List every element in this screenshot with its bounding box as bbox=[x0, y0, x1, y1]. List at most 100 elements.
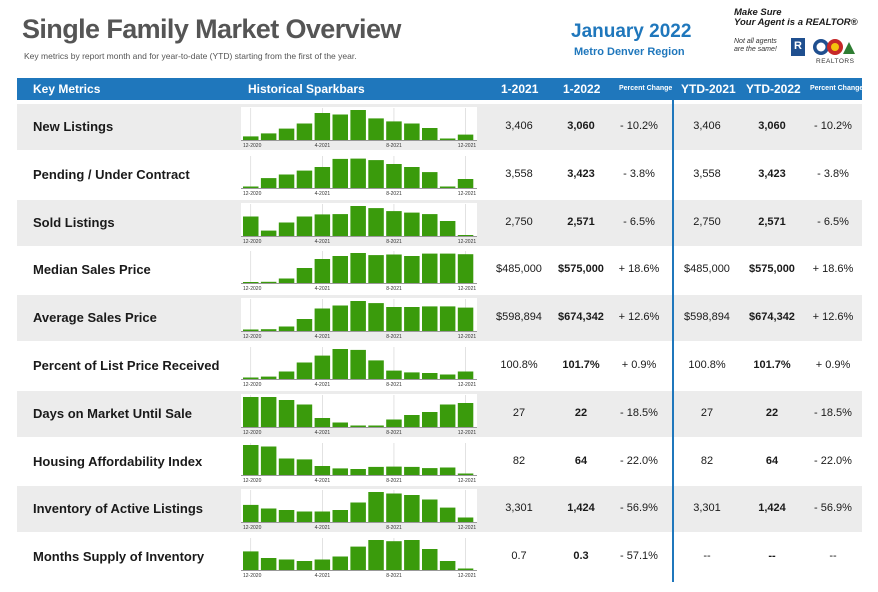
cell-ytdpct: - 18.5% bbox=[814, 406, 852, 419]
sparkbar bbox=[439, 404, 456, 427]
table-row: Inventory of Active Listings 12-2020 4-202… bbox=[17, 486, 862, 533]
cell-ytd2021: 27 bbox=[700, 406, 714, 419]
sparkbar bbox=[260, 396, 277, 427]
sparkbar-tick-label: 12-2021 bbox=[458, 382, 477, 388]
sparkbar-tick-label: 8-2021 bbox=[386, 143, 402, 149]
sparkbar bbox=[243, 329, 259, 332]
metric-name: Median Sales Price bbox=[33, 262, 151, 278]
ytd-divider bbox=[672, 100, 674, 582]
sparkbar-chart: 12-2020 4-2021 8-2021 12-2021 bbox=[241, 107, 477, 149]
cell-m2022: 3,423 bbox=[567, 167, 595, 180]
cell-m2021: 27 bbox=[512, 406, 526, 419]
sparkbar bbox=[332, 422, 348, 427]
sparkbar bbox=[243, 505, 259, 523]
col-header-1-2022: 1-2022 bbox=[563, 82, 601, 96]
cell-pct: - 6.5% bbox=[623, 215, 655, 228]
sparkbar bbox=[350, 349, 366, 379]
cell-pct: - 57.1% bbox=[620, 550, 658, 563]
sparkbar bbox=[386, 466, 402, 475]
cell-ytdpct: - 22.0% bbox=[814, 454, 852, 467]
sparkbar-tick-label: 8-2021 bbox=[386, 239, 402, 245]
sparkbar bbox=[332, 114, 348, 140]
cell-ytd2021: $485,000 bbox=[684, 263, 730, 276]
sparkbar bbox=[386, 493, 402, 523]
cell-ytdpct: -- bbox=[829, 550, 837, 563]
sparkbar-tick-label: 8-2021 bbox=[386, 286, 402, 292]
sparkbar bbox=[422, 467, 438, 475]
sparkbar bbox=[457, 178, 474, 188]
sparkbar bbox=[457, 568, 474, 571]
cell-ytdpct: + 18.6% bbox=[812, 263, 854, 276]
sparkbar bbox=[296, 319, 313, 332]
sparkbar bbox=[350, 502, 366, 523]
sparkbar bbox=[386, 541, 402, 571]
cell-pct: - 3.8% bbox=[623, 167, 655, 180]
sparkbar-chart: 12-2020 4-2021 8-2021 12-2021 bbox=[241, 202, 477, 245]
sparkbar bbox=[404, 414, 420, 427]
sparkbar bbox=[332, 158, 348, 188]
cell-m2021: 3,558 bbox=[505, 167, 533, 180]
sparkbar bbox=[278, 174, 295, 188]
cell-ytd2021: 3,301 bbox=[693, 502, 721, 515]
table-row: Average Sales Price 12-2020 4-2021 8-2021 12… bbox=[17, 295, 862, 342]
sparkbar bbox=[457, 473, 474, 475]
sparkbar bbox=[439, 507, 456, 523]
sparkbar-tick-label: 12-2020 bbox=[243, 286, 262, 292]
cell-m2022: 64 bbox=[574, 454, 588, 467]
sparkbar bbox=[439, 138, 456, 140]
sparkbar bbox=[243, 136, 259, 140]
sparkbar-chart: 12-2020 4-2021 8-2021 12-2021 bbox=[241, 346, 477, 388]
table-row: New Listings 12-2020 4-2021 8-2021 12-2021 3,… bbox=[17, 104, 862, 150]
sparkbar bbox=[404, 540, 420, 571]
cell-ytd2022: 2,571 bbox=[758, 215, 786, 228]
metric-name: Housing Affordability Index bbox=[33, 453, 203, 469]
cell-ytd2022: 101.7% bbox=[753, 359, 791, 371]
cell-ytd2021: 3,406 bbox=[693, 120, 721, 132]
cell-pct: - 56.9% bbox=[620, 502, 658, 515]
sparkbar-tick-label: 12-2020 bbox=[243, 382, 262, 388]
sparkbar-chart: 12-2020 4-2021 8-2021 12-2021 bbox=[241, 250, 477, 292]
sparkbar-tick-label: 4-2021 bbox=[315, 334, 331, 340]
cell-ytd2021: 2,750 bbox=[693, 215, 721, 228]
table-header: Key Metrics Historical Sparkbars 1-2021 … bbox=[17, 78, 864, 100]
sparkbar-tick-label: 4-2021 bbox=[315, 286, 331, 292]
report-period: January 2022 bbox=[571, 21, 692, 42]
cell-m2021: $485,000 bbox=[496, 263, 542, 276]
cell-ytd2021: 3,558 bbox=[693, 167, 721, 180]
metric-name: Percent of List Price Received bbox=[33, 358, 220, 373]
cell-m2022: $575,000 bbox=[558, 263, 604, 276]
col-header-ytd-percent-change: Percent Change bbox=[810, 85, 864, 92]
cell-ytd2022: -- bbox=[768, 550, 776, 563]
cell-ytd2022: $575,000 bbox=[749, 263, 795, 276]
sparkbar bbox=[332, 349, 348, 379]
sparkbar bbox=[439, 467, 456, 475]
cell-ytd2022: 3,060 bbox=[758, 120, 786, 132]
cell-ytdpct: - 3.8% bbox=[817, 167, 849, 180]
sparkbar-tick-label: 4-2021 bbox=[315, 239, 331, 245]
metric-name: Days on Market Until Sale bbox=[33, 405, 192, 421]
sparkbar bbox=[368, 159, 384, 188]
sparkbar bbox=[368, 425, 384, 427]
sparkbar-tick-label: 12-2021 bbox=[458, 286, 477, 292]
sparkbar-tick-label: 12-2020 bbox=[243, 525, 262, 531]
sparkbar bbox=[422, 306, 438, 332]
cell-m2021: 2,750 bbox=[505, 215, 533, 228]
sparkbar bbox=[278, 458, 295, 475]
sparkbar-tick-label: 4-2021 bbox=[315, 430, 331, 436]
realtor-promo-small-line2: are the same! bbox=[734, 46, 777, 53]
sparkbar bbox=[314, 511, 331, 523]
sparkbar bbox=[332, 213, 348, 236]
sparkbar bbox=[350, 301, 366, 332]
realtor-promo-small: Not all agents are the same! bbox=[734, 38, 777, 54]
sparkbar bbox=[457, 402, 474, 427]
sparkbar bbox=[368, 255, 384, 284]
sparkbar-tick-label: 12-2020 bbox=[243, 143, 262, 149]
cell-m2021: 3,301 bbox=[505, 502, 533, 515]
sparkbar-tick-label: 12-2021 bbox=[458, 239, 477, 245]
cell-ytd2022: 64 bbox=[765, 454, 779, 467]
cell-ytdpct: - 6.5% bbox=[817, 215, 849, 228]
cell-m2021: 0.7 bbox=[511, 550, 527, 563]
sparkbar-tick-label: 8-2021 bbox=[386, 430, 402, 436]
sparkbar-tick-label: 8-2021 bbox=[386, 525, 402, 531]
sparkbar-tick-label: 12-2021 bbox=[458, 573, 477, 579]
